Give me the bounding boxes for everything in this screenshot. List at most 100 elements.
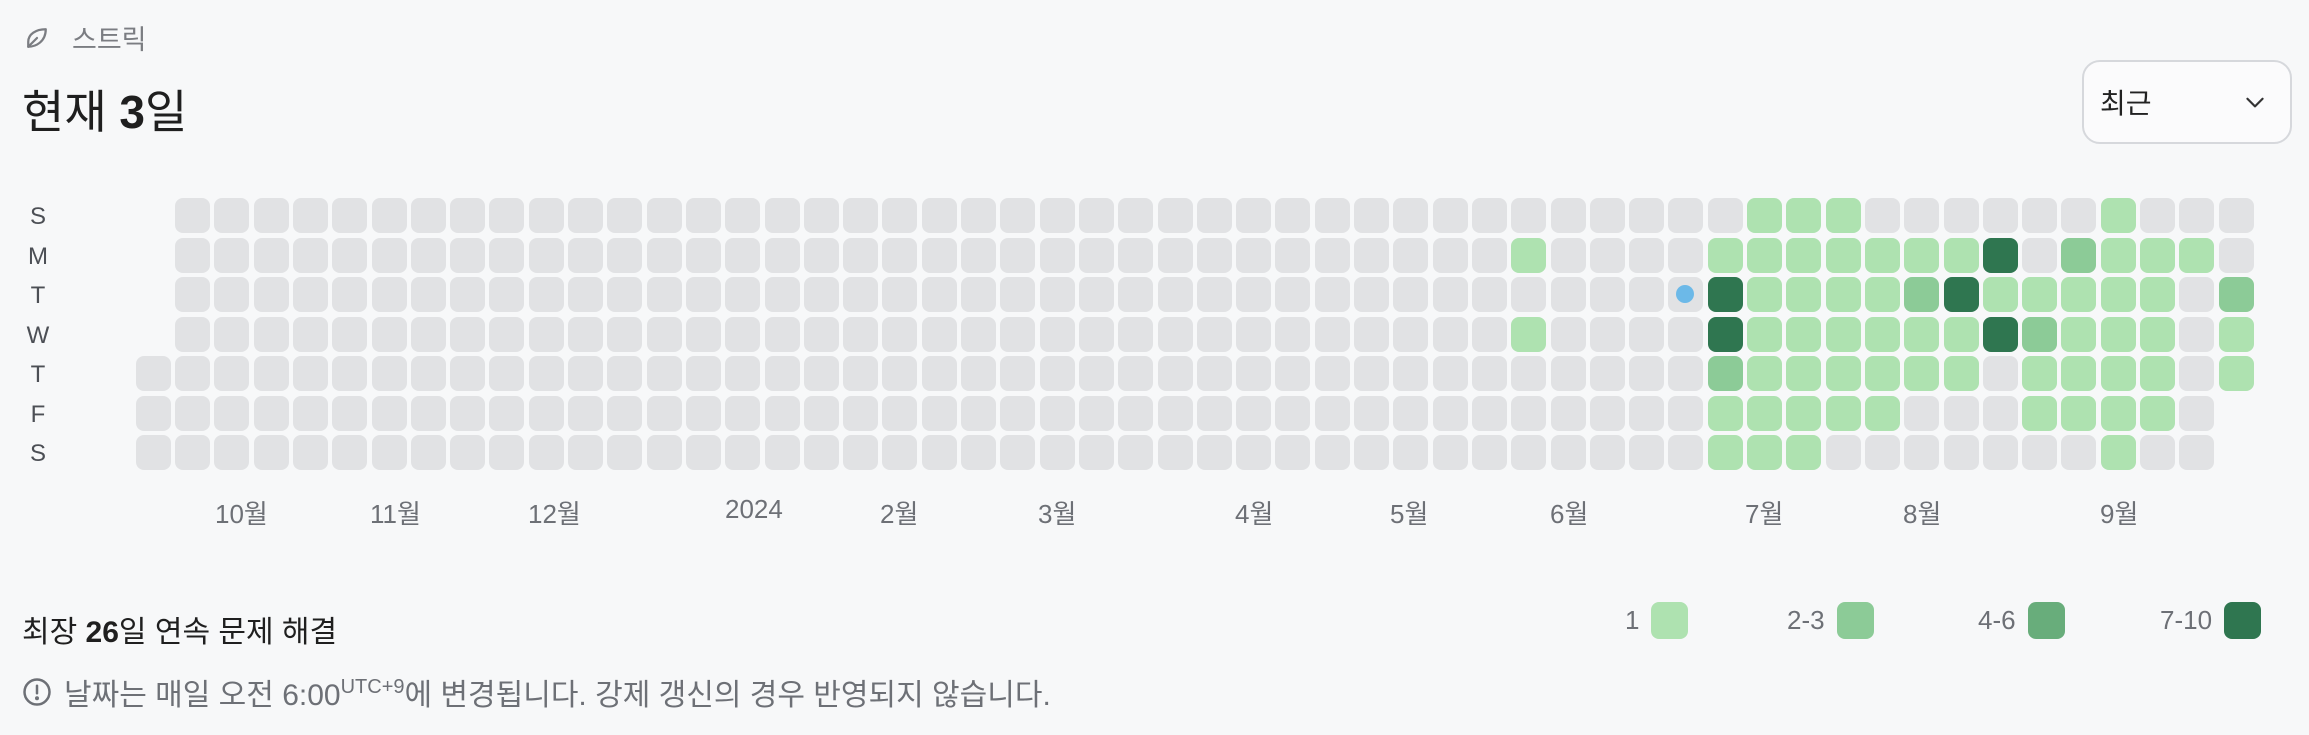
heatmap-cell[interactable] (489, 435, 525, 470)
heatmap-cell[interactable] (843, 237, 879, 273)
heatmap-cell[interactable] (253, 316, 289, 352)
heatmap-cell[interactable] (410, 395, 446, 431)
heatmap-cell[interactable] (1078, 316, 1114, 352)
heatmap-cell[interactable] (214, 277, 250, 312)
heatmap-cell[interactable] (1354, 356, 1389, 391)
heatmap-cell[interactable] (2022, 356, 2058, 391)
heatmap-cell[interactable] (1314, 316, 1350, 352)
heatmap-cell[interactable] (882, 237, 918, 273)
heatmap-cell[interactable] (2061, 237, 2097, 273)
heatmap-cell[interactable] (685, 356, 721, 391)
heatmap-cell[interactable] (1118, 237, 1154, 273)
heatmap-cell[interactable] (1864, 356, 1900, 391)
heatmap-cell[interactable] (175, 277, 210, 312)
heatmap-cell[interactable] (1078, 356, 1114, 391)
heatmap-cell[interactable] (1039, 395, 1075, 431)
heatmap-cell[interactable] (1511, 198, 1547, 233)
heatmap-cell[interactable] (528, 316, 564, 352)
heatmap-cell[interactable] (2022, 237, 2058, 273)
heatmap-cell[interactable] (1589, 356, 1625, 391)
heatmap-cell[interactable] (1747, 395, 1782, 431)
heatmap-cell[interactable] (135, 435, 171, 470)
heatmap-cell[interactable] (1236, 198, 1272, 233)
heatmap-cell[interactable] (646, 316, 682, 352)
heatmap-cell[interactable] (1707, 356, 1743, 391)
heatmap-cell[interactable] (1314, 395, 1350, 431)
heatmap-cell[interactable] (371, 316, 407, 352)
heatmap-cell[interactable] (961, 395, 996, 431)
heatmap-cell[interactable] (1904, 356, 1940, 391)
heatmap-cell[interactable] (2061, 277, 2097, 312)
heatmap-cell[interactable] (1000, 237, 1036, 273)
heatmap-cell[interactable] (1314, 356, 1350, 391)
heatmap-cell[interactable] (646, 435, 682, 470)
heatmap-cell[interactable] (1982, 237, 2018, 273)
heatmap-cell[interactable] (685, 395, 721, 431)
heatmap-cell[interactable] (1550, 395, 1586, 431)
heatmap-cell[interactable] (921, 356, 957, 391)
heatmap-cell[interactable] (803, 316, 839, 352)
heatmap-cell[interactable] (764, 277, 800, 312)
heatmap-cell[interactable] (1196, 435, 1232, 470)
heatmap-cell[interactable] (764, 435, 800, 470)
heatmap-cell[interactable] (1039, 435, 1075, 470)
heatmap-cell[interactable] (371, 356, 407, 391)
heatmap-cell[interactable] (1943, 395, 1979, 431)
heatmap-cell[interactable] (1864, 277, 1900, 312)
heatmap-cell[interactable] (1747, 277, 1782, 312)
heatmap-cell[interactable] (2218, 277, 2254, 312)
heatmap-cell[interactable] (2100, 316, 2136, 352)
heatmap-cell[interactable] (450, 395, 486, 431)
heatmap-cell[interactable] (1982, 395, 2018, 431)
heatmap-cell[interactable] (1000, 395, 1036, 431)
heatmap-cell[interactable] (1668, 316, 1704, 352)
heatmap-cell[interactable] (1511, 435, 1547, 470)
heatmap-cell[interactable] (175, 356, 210, 391)
heatmap-cell[interactable] (1157, 356, 1193, 391)
heatmap-cell[interactable] (1157, 435, 1193, 470)
heatmap-cell[interactable] (1943, 277, 1979, 312)
heatmap-cell[interactable] (2218, 237, 2254, 273)
heatmap-cell[interactable] (1511, 237, 1547, 273)
heatmap-cell[interactable] (214, 198, 250, 233)
heatmap-cell[interactable] (2179, 198, 2215, 233)
heatmap-cell[interactable] (2179, 277, 2215, 312)
heatmap-cell[interactable] (803, 435, 839, 470)
heatmap-cell[interactable] (725, 435, 761, 470)
heatmap-cell[interactable] (1078, 237, 1114, 273)
heatmap-cell[interactable] (1786, 277, 1822, 312)
heatmap-cell[interactable] (214, 316, 250, 352)
heatmap-cell[interactable] (1354, 198, 1389, 233)
heatmap-cell[interactable] (843, 356, 879, 391)
heatmap-cell[interactable] (450, 356, 486, 391)
heatmap-cell[interactable] (1511, 316, 1547, 352)
heatmap-cell[interactable] (1747, 198, 1782, 233)
heatmap-cell[interactable] (1629, 395, 1665, 431)
heatmap-cell[interactable] (1275, 237, 1311, 273)
heatmap-cell[interactable] (1314, 198, 1350, 233)
heatmap-cell[interactable] (1000, 356, 1036, 391)
heatmap-cell[interactable] (685, 277, 721, 312)
heatmap-cell[interactable] (1039, 237, 1075, 273)
heatmap-cell[interactable] (292, 435, 328, 470)
heatmap-cell[interactable] (1904, 237, 1940, 273)
heatmap-cell[interactable] (1786, 356, 1822, 391)
heatmap-cell[interactable] (1354, 277, 1389, 312)
heatmap-cell[interactable] (1393, 198, 1429, 233)
heatmap-cell[interactable] (961, 356, 996, 391)
heatmap-cell[interactable] (1236, 277, 1272, 312)
heatmap-cell[interactable] (1157, 277, 1193, 312)
heatmap-cell[interactable] (1707, 316, 1743, 352)
heatmap-cell[interactable] (764, 395, 800, 431)
heatmap-cell[interactable] (2140, 395, 2175, 431)
heatmap-cell[interactable] (1589, 395, 1625, 431)
heatmap-cell[interactable] (1864, 198, 1900, 233)
heatmap-cell[interactable] (2061, 198, 2097, 233)
heatmap-cell[interactable] (607, 316, 643, 352)
heatmap-cell[interactable] (292, 277, 328, 312)
heatmap-cell[interactable] (607, 198, 643, 233)
heatmap-cell[interactable] (371, 198, 407, 233)
heatmap-cell[interactable] (725, 237, 761, 273)
heatmap-cell[interactable] (2100, 356, 2136, 391)
heatmap-cell[interactable] (568, 395, 603, 431)
